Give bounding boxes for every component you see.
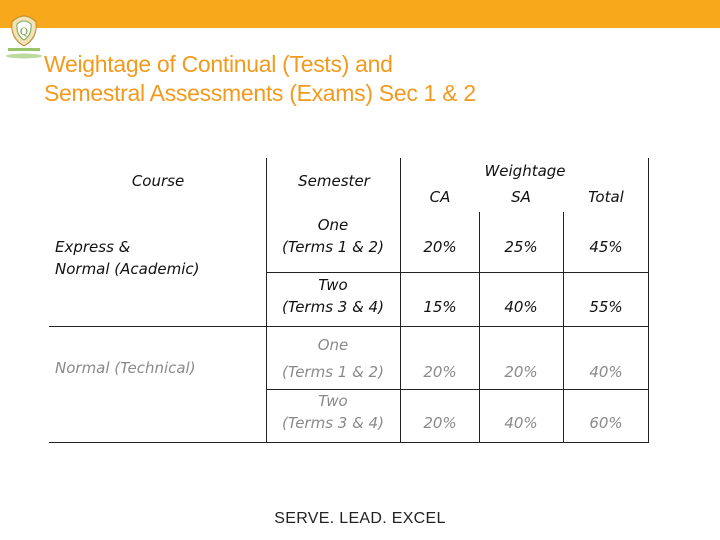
table-divider: [49, 442, 649, 443]
course-line-1: Express &: [55, 238, 131, 256]
semester-terms: (Terms 3 & 4): [282, 298, 384, 316]
school-logo-icon: Q: [6, 15, 42, 59]
total-value: 60%: [589, 414, 623, 432]
header-total: Total: [588, 188, 624, 206]
header-course: Course: [131, 172, 185, 190]
header-weightage: Weightage: [484, 162, 566, 180]
sa-value: 40%: [504, 298, 538, 316]
course-line-2: Normal (Academic): [55, 260, 200, 278]
title-line-1: Weightage of Continual (Tests) and: [44, 51, 393, 77]
ca-value: 20%: [423, 363, 457, 381]
ca-value: 15%: [423, 298, 457, 316]
ca-value: 20%: [423, 414, 457, 432]
course-normal-technical: Normal (Technical): [55, 359, 196, 377]
header-sa: SA: [511, 188, 531, 206]
table-divider: [49, 326, 649, 327]
footer-motto: SERVE. LEAD. EXCEL: [274, 510, 446, 527]
table-divider: [266, 272, 649, 273]
total-value: 40%: [589, 363, 623, 381]
top-accent-bar: [0, 0, 720, 28]
total-value: 45%: [589, 238, 623, 256]
table-divider: [648, 158, 649, 443]
header-ca: CA: [429, 188, 451, 206]
semester-cell: One (Terms 1 & 2): [266, 214, 400, 258]
semester-name: Two: [318, 276, 348, 294]
table-divider: [479, 212, 480, 443]
semester-name: One: [317, 336, 349, 354]
table-divider: [563, 212, 564, 443]
header-semester: Semester: [298, 172, 370, 190]
semester-cell: Two (Terms 3 & 4): [266, 390, 400, 434]
total-value: 55%: [589, 298, 623, 316]
sa-value: 20%: [504, 363, 538, 381]
semester-name: Two: [318, 392, 348, 410]
title-line-2: Semestral Assessments (Exams) Sec 1 & 2: [44, 80, 476, 106]
table-divider: [266, 389, 649, 390]
semester-terms: (Terms 3 & 4): [282, 414, 384, 432]
table-divider: [400, 158, 401, 443]
semester-cell: Two (Terms 3 & 4): [266, 274, 400, 318]
course-express-normal-academic: Express & Normal (Academic): [55, 236, 200, 280]
semester-terms: (Terms 1 & 2): [282, 238, 384, 256]
semester-terms: (Terms 1 & 2): [282, 363, 384, 381]
table-divider: [266, 158, 267, 443]
svg-text:Q: Q: [20, 27, 28, 38]
ca-value: 20%: [423, 238, 457, 256]
slide-title: Weightage of Continual (Tests) and Semes…: [44, 50, 684, 108]
semester-name: One: [317, 216, 349, 234]
sa-value: 25%: [504, 238, 538, 256]
sa-value: 40%: [504, 414, 538, 432]
